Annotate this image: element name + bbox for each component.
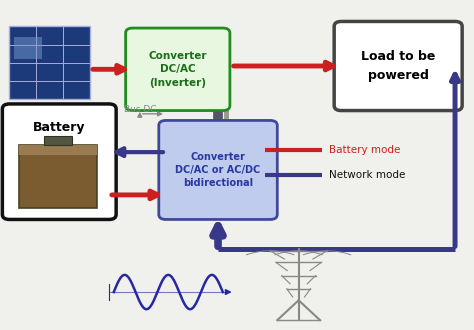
Bar [45, 136, 72, 145]
Text: Battery: Battery [33, 121, 85, 134]
FancyBboxPatch shape [159, 120, 277, 219]
Bar [9, 26, 90, 99]
Text: Battery mode: Battery mode [329, 145, 401, 155]
Text: Converter
DC/AC
(Inverter): Converter DC/AC (Inverter) [148, 51, 207, 87]
Text: Converter
DC/AC or AC/DC
bidirectional: Converter DC/AC or AC/DC bidirectional [175, 152, 261, 188]
Text: Network mode: Network mode [329, 170, 406, 180]
FancyBboxPatch shape [334, 21, 462, 111]
Bar [19, 145, 97, 155]
Text: Load to be
powered: Load to be powered [361, 50, 435, 82]
Text: Bus DC: Bus DC [124, 105, 156, 114]
FancyBboxPatch shape [2, 104, 116, 219]
FancyBboxPatch shape [126, 28, 230, 111]
Bar [19, 145, 97, 208]
Bar [13, 37, 42, 59]
